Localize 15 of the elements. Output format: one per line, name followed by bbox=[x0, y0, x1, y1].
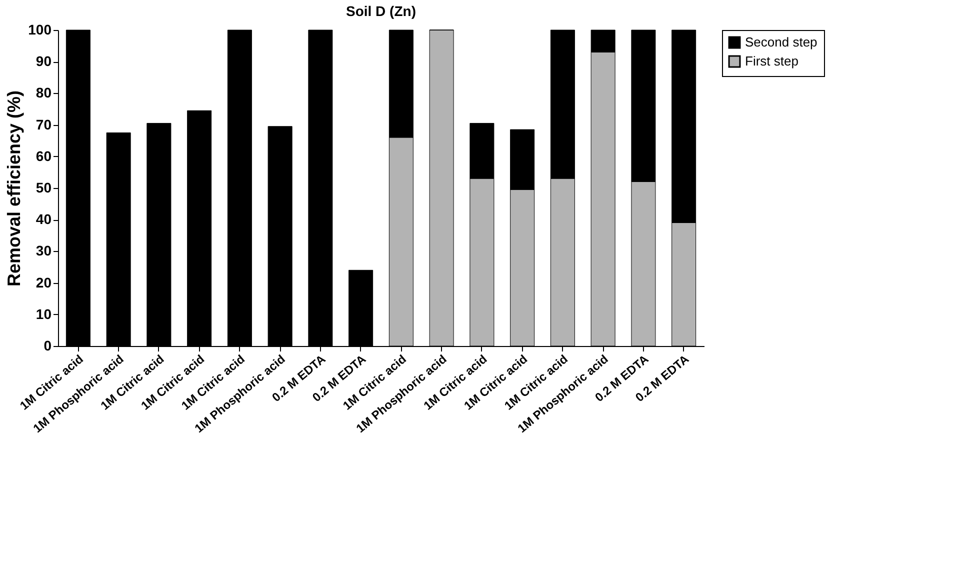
y-tick-label: 70 bbox=[36, 116, 52, 132]
y-tick-label: 20 bbox=[36, 274, 52, 290]
chart-title: Soil D (Zn) bbox=[346, 3, 416, 19]
y-tick-label: 40 bbox=[36, 211, 52, 228]
y-tick-label: 80 bbox=[36, 84, 52, 101]
legend-label: Second step bbox=[745, 34, 818, 50]
y-tick-label: 30 bbox=[36, 242, 52, 259]
legend-label: First step bbox=[745, 54, 798, 68]
y-axis-title: Removal efficiency (%) bbox=[4, 90, 24, 287]
y-tick-label: 100 bbox=[28, 22, 52, 38]
y-tick-label: 90 bbox=[36, 53, 52, 70]
y-tick-label: 0 bbox=[44, 338, 52, 354]
y-tick-label: 10 bbox=[36, 306, 52, 322]
y-tick-label: 60 bbox=[36, 148, 52, 164]
y-tick-label: 50 bbox=[36, 180, 52, 196]
